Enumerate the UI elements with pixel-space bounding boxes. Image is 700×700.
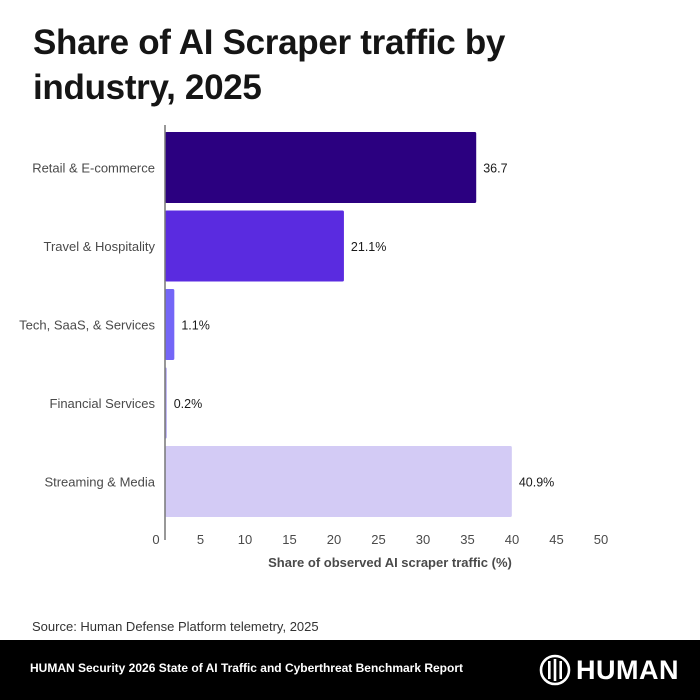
bar-tech-saas-services [165,289,175,360]
value-label: 1.1% [181,319,210,333]
x-tick-label: 5 [197,532,204,547]
x-tick-label: 50 [594,532,608,547]
logo-text: HUMAN [576,654,679,685]
x-tick-label: 20 [327,532,341,547]
x-tick-labels-group: 0 5 10 15 20 25 30 35 40 45 50 [152,532,608,547]
category-label: Tech, SaaS, & Services [19,318,155,333]
value-labels-group: 36.7 21.1% 1.1% 0.2% 40.9% [174,162,555,490]
human-logo-icon [539,654,571,686]
bars-group [165,132,512,517]
source-note: Source: Human Defense Platform telemetry… [32,619,319,634]
bar-retail-e-commerce [165,132,477,203]
x-tick-label: 40 [505,532,519,547]
x-axis-title: Share of observed AI scraper traffic (%) [268,555,512,570]
x-tick-label: 45 [549,532,563,547]
category-label: Travel & Hospitality [44,239,156,254]
bar-streaming-media [165,446,512,517]
bar-chart: Retail & E-commerce Travel & Hospitality T… [19,125,608,570]
category-label: Financial Services [50,396,156,411]
x-tick-label: 0 [152,532,159,547]
footer-bar: HUMAN Security 2026 State of AI Traffic … [0,640,700,700]
bar-travel-hospitality [165,210,344,282]
category-labels-group: Retail & E-commerce Travel & Hospitality T… [19,161,156,490]
value-label: 0.2% [174,397,203,411]
x-tick-label: 10 [238,532,252,547]
value-label: 21.1% [351,240,386,254]
x-tick-label: 15 [282,532,296,547]
human-logo: HUMAN [539,654,679,686]
x-tick-label: 30 [416,532,430,547]
x-tick-label: 35 [460,532,474,547]
x-tick-label: 25 [371,532,385,547]
value-label: 40.9% [519,476,554,490]
value-label: 36.7 [483,162,507,176]
report-name: HUMAN Security 2026 State of AI Traffic … [30,661,464,675]
category-label: Streaming & Media [44,475,155,490]
chart-title: Share of AI Scraper traffic by industry,… [33,23,506,107]
category-label: Retail & E-commerce [32,161,155,176]
